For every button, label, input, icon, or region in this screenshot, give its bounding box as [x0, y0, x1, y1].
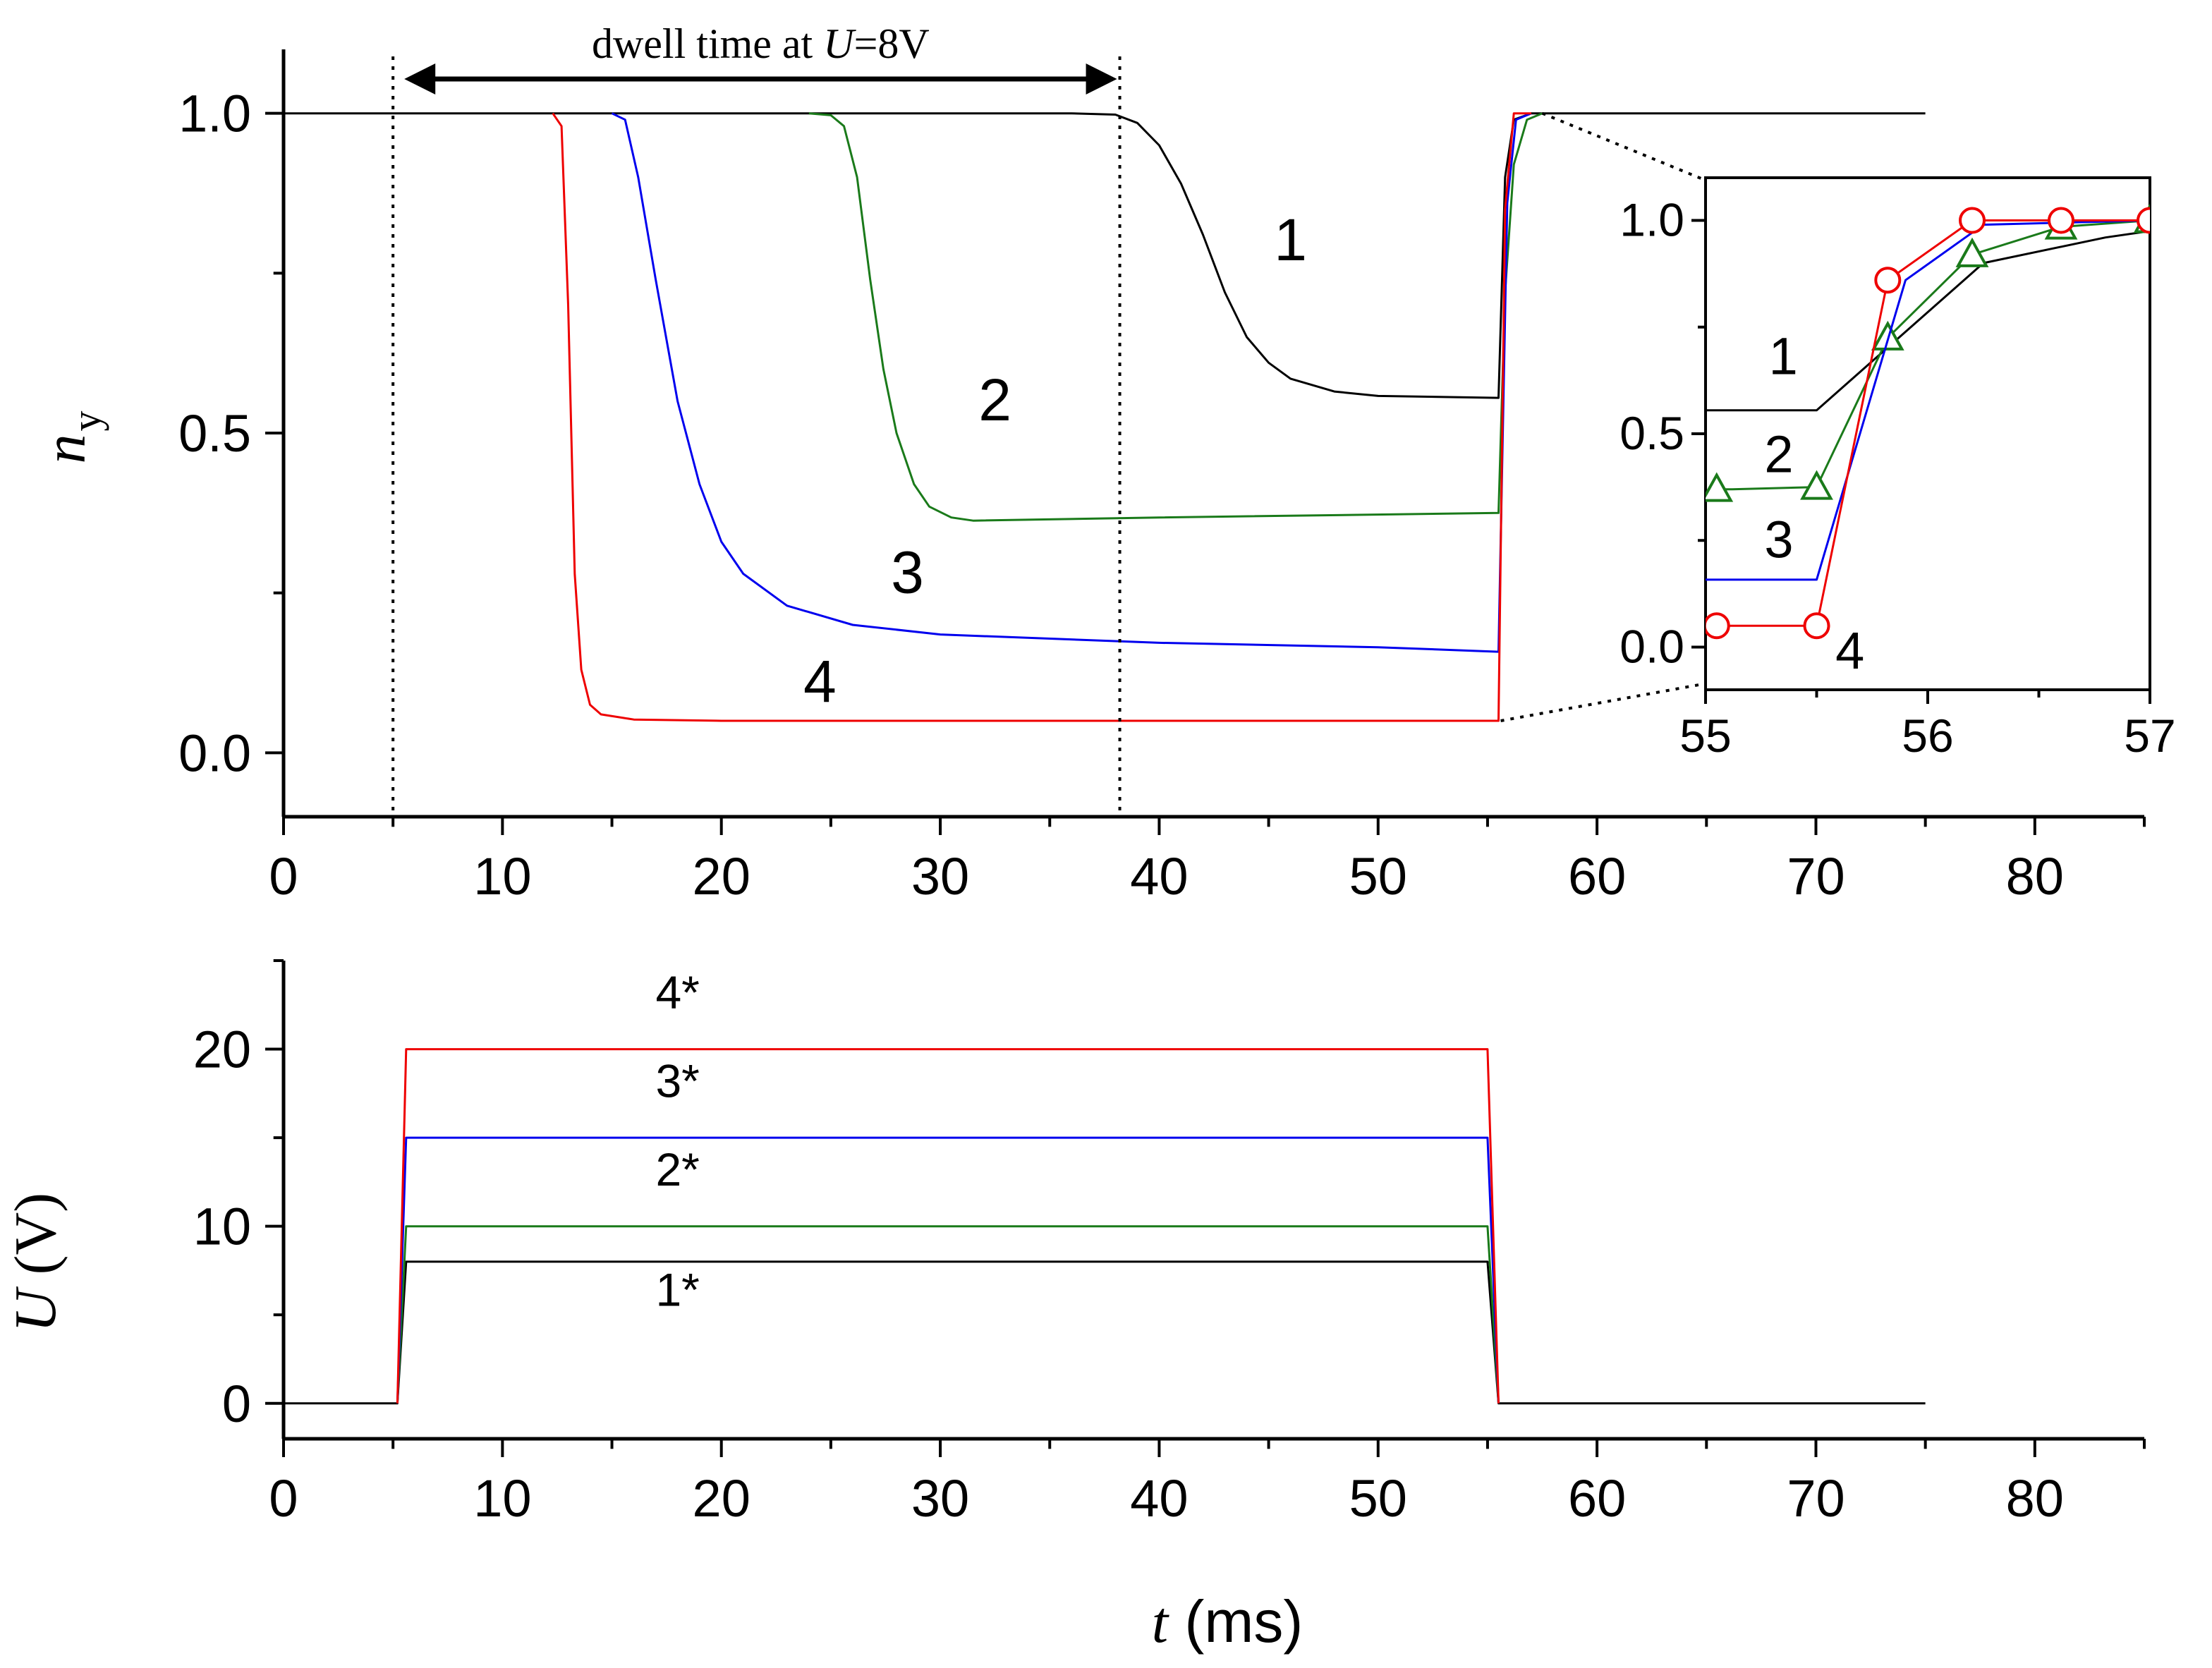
bottom-series-4*-line: [396, 1048, 1500, 1404]
inset-y-tick-label: 0.5: [1620, 407, 1684, 459]
bottom-series-2*-label: 2*: [655, 1143, 699, 1195]
inset-series-4-marker: [2048, 207, 2074, 234]
bottom-y-axis-title: U (V): [3, 1193, 68, 1332]
top-x-tick-label: 40: [1130, 847, 1188, 906]
dwell-time-annotation-prefix: dwell time at: [592, 20, 823, 67]
inset-series-4-marker: [1959, 207, 1986, 234]
top-y-axis-var: n: [32, 434, 98, 464]
inset-y-tick-label: 0.0: [1620, 621, 1684, 673]
inset-series-2-marker: [1955, 237, 1989, 267]
dwell-time-annotation-suffix: =8V: [854, 20, 930, 67]
top-series-3-label: 3: [891, 540, 924, 606]
dwell-time-annotation: dwell time at U=8V: [592, 20, 930, 67]
top-x-tick-label: 20: [693, 847, 750, 906]
bottom-x-tick-label: 0: [269, 1469, 298, 1528]
bottom-series-1*-line: [284, 1260, 1926, 1405]
bottom-x-axis-var: t: [1152, 1590, 1170, 1655]
bottom-x-tick-label: 10: [473, 1469, 531, 1528]
inset-curves: [1706, 203, 2150, 640]
inset-series-2-marker: [1800, 470, 1833, 500]
top-x-tick-label: 10: [473, 847, 531, 906]
top-curves: [284, 112, 1926, 722]
top-x-tick-label: 0: [269, 847, 298, 906]
inset-x-tick-label: 57: [2124, 710, 2175, 762]
inset-series-4-label: 4: [1835, 621, 1864, 680]
top-x-tick-label: 70: [1787, 847, 1845, 906]
top-y-tick-label: 0.5: [178, 404, 251, 463]
inset-y-tick-label: 1.0: [1620, 194, 1684, 246]
inset-series-1-label: 1: [1769, 327, 1798, 385]
bottom-x-axis-unit: (ms): [1168, 1588, 1303, 1655]
top-chart: 0 10 20 30 40 50 60 70 80 0.0 0.5 1.0 dwell time at…: [32, 20, 2146, 906]
top-x-tick-label: 80: [2006, 847, 2064, 906]
top-x-tick-label: 50: [1349, 847, 1407, 906]
top-series-4-label: 4: [803, 648, 837, 714]
inset-curve-labels: 1 2 34: [1764, 327, 1864, 679]
bottom-x-tick-label: 80: [2006, 1469, 2064, 1528]
top-series-4-line: [552, 112, 1531, 722]
top-series-2-label: 2: [978, 367, 1011, 433]
bottom-series-1*-label: 1*: [655, 1264, 699, 1316]
bottom-series-2*-line: [396, 1225, 1500, 1404]
top-y-tick-label: 0.0: [178, 724, 251, 782]
bottom-x-tick-label: 60: [1568, 1469, 1626, 1528]
top-axes: 0 10 20 30 40 50 60 70 80 0.0 0.5 1.0: [178, 49, 2146, 906]
top-annotations: dwell time at U=8V: [391, 20, 1703, 817]
top-curve-labels: 1 2 34: [803, 207, 1307, 714]
inset-zoom-connector-bottom: [1500, 683, 1703, 722]
bottom-x-tick-label: 20: [693, 1469, 750, 1528]
bottom-series-4*-label: 4*: [655, 966, 699, 1018]
bottom-y-tick-label: 0: [222, 1375, 251, 1433]
top-series-1-label: 1: [1274, 207, 1307, 273]
top-series-2-line: [808, 112, 1543, 522]
inset-series-4-marker: [1706, 612, 1730, 640]
top-x-tick-label: 60: [1568, 847, 1626, 906]
bottom-x-tick-label: 50: [1349, 1469, 1407, 1528]
dwell-time-arrow-head-right: [1086, 63, 1117, 95]
bottom-x-axis-title: t (ms): [1152, 1588, 1304, 1655]
bottom-y-axis-unit: (V): [3, 1193, 68, 1290]
inset-series-3-label: 3: [1764, 510, 1793, 568]
bottom-x-tick-label: 30: [911, 1469, 969, 1528]
bottom-y-tick-label: 20: [193, 1021, 251, 1079]
bottom-curve-labels: 1* 2* 3* 4*: [655, 966, 699, 1316]
bottom-x-tick-label: 40: [1130, 1469, 1188, 1528]
inset-series-4-marker: [1874, 267, 1902, 294]
inset-series-2-marker: [1706, 472, 1734, 502]
top-y-axis-sub: y: [63, 411, 109, 432]
dwell-time-arrow-head-left: [404, 63, 436, 95]
bottom-chart: 0 10 20 30 40 50 60 70 80 0 10 20 1* 2* 3* 4* U (V) t …: [3, 959, 2146, 1655]
inset-series-4-marker: [1803, 612, 1830, 640]
bottom-x-tick-label: 70: [1787, 1469, 1845, 1528]
bottom-y-tick-label: 10: [193, 1198, 251, 1256]
bottom-series-3*-line: [396, 1136, 1500, 1404]
bottom-y-axis-var: U: [3, 1286, 68, 1332]
inset-series-3-line: [1706, 219, 2150, 581]
top-y-tick-label: 1.0: [178, 85, 251, 143]
bottom-series-3*-label: 3*: [655, 1054, 699, 1107]
inset-chart: 55 56 57 0.0 0.5 1.0 1 2 34: [1620, 176, 2176, 762]
bottom-curves: [284, 1048, 1926, 1405]
top-y-axis-title: ny: [32, 411, 109, 464]
bottom-axes: 0 10 20 30 40 50 60 70 80 0 10 20: [193, 959, 2146, 1528]
inset-x-tick-label: 56: [1902, 710, 1953, 762]
inset-series-4-marker: [2137, 207, 2150, 234]
inset-series-2-label: 2: [1764, 425, 1793, 483]
inset-x-tick-label: 55: [1679, 710, 1731, 762]
dwell-time-annotation-var: U: [823, 20, 856, 67]
top-x-tick-label: 30: [911, 847, 969, 906]
top-series-1-line: [284, 112, 1926, 399]
